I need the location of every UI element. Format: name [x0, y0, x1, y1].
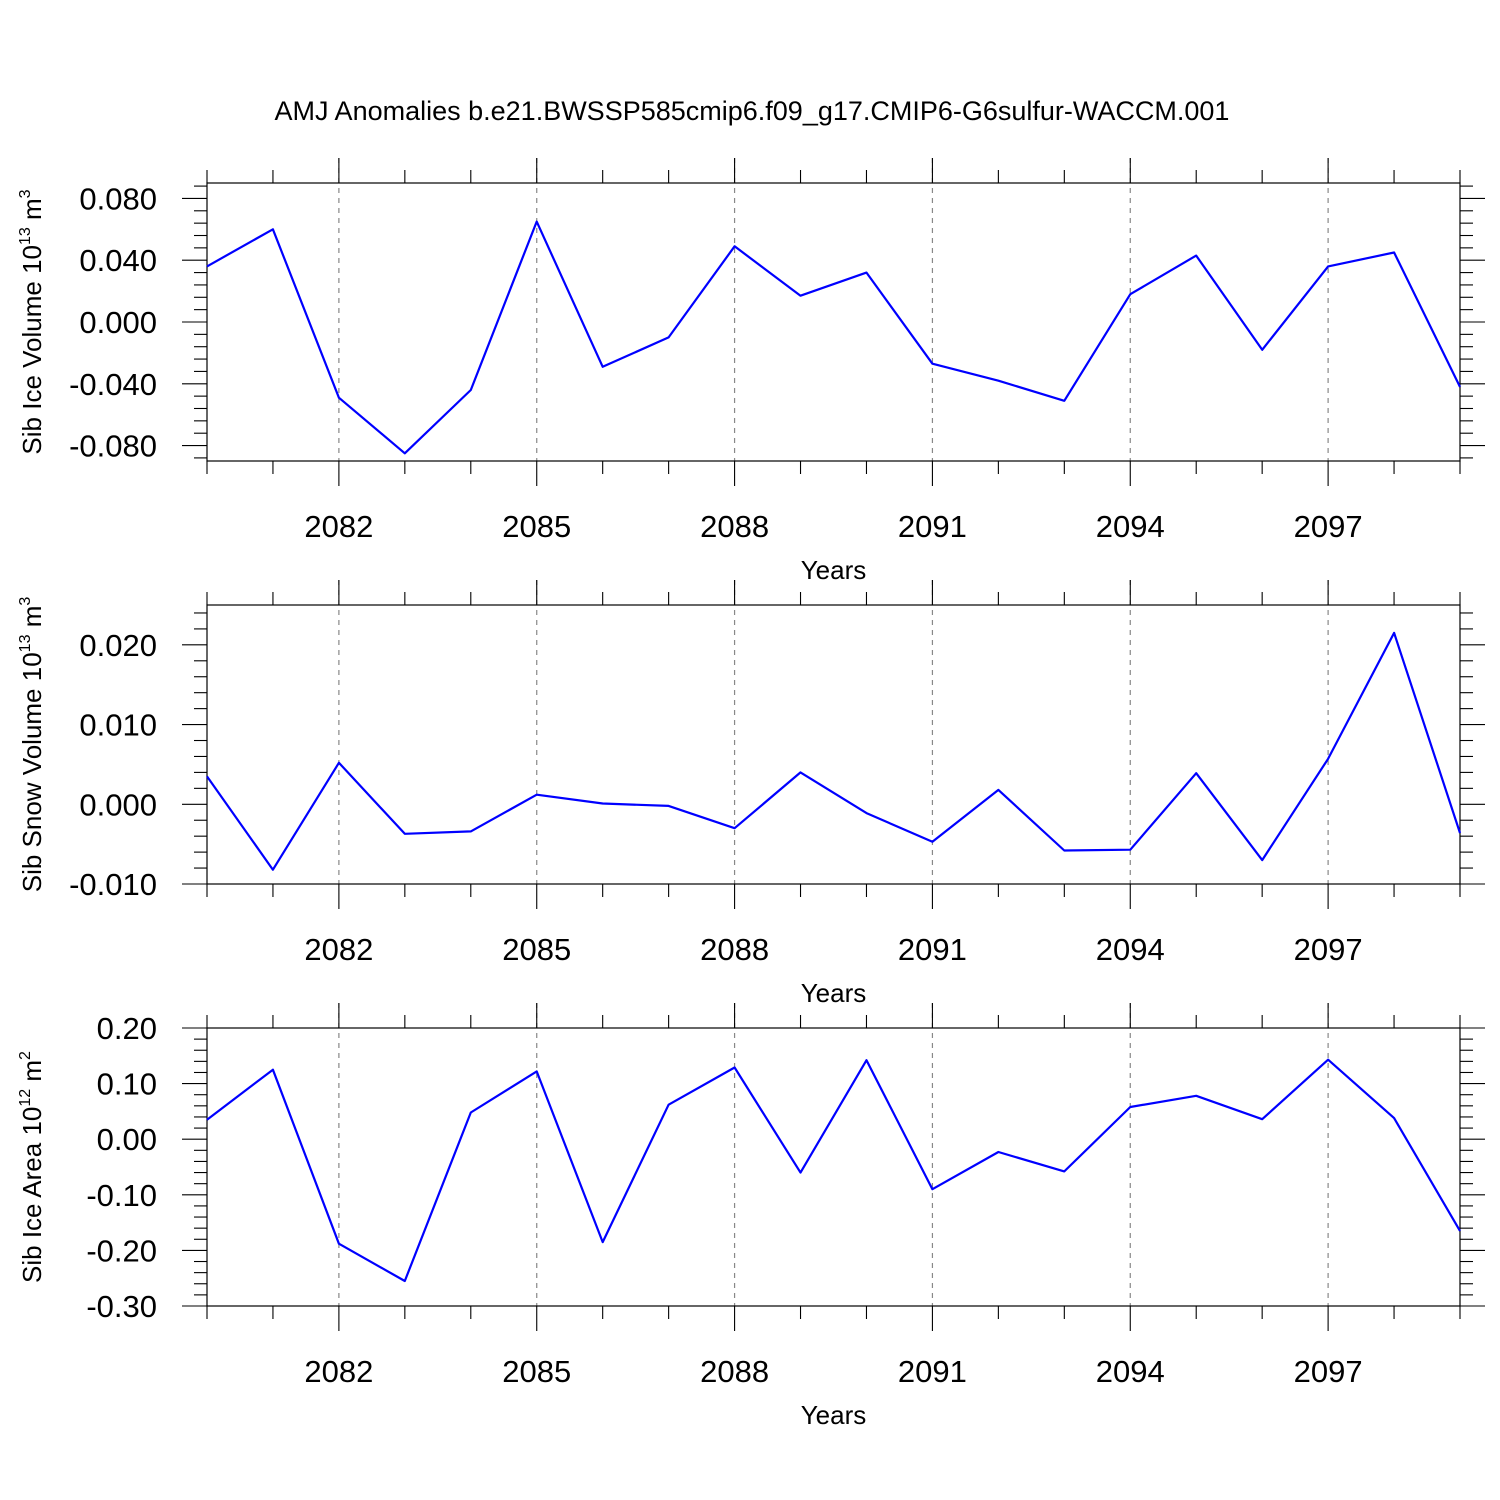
chart-panel-2: 2082 2085 2088 2091 2094 2097 Years 0.020 0.010 0… — [17, 580, 1485, 1008]
y-tick-label-0.20: 0.20 — [97, 1011, 157, 1046]
y-tick-label--0.20: -0.20 — [86, 1233, 157, 1268]
x-tick-label-2094: 2094 — [1096, 1354, 1165, 1389]
series-line — [206, 631, 1462, 871]
x-tick-label-2085: 2085 — [502, 1354, 571, 1389]
y-axis-label: Sib Ice Area 1012 m2 — [17, 1051, 47, 1283]
y-tick-label--0.080: -0.080 — [69, 429, 157, 464]
y-axis-label-unit-exponent: 3 — [17, 189, 34, 198]
chart-panel-3: 2082 2085 2088 2091 2094 2097 Years 0.20 0.10 0.0… — [17, 1003, 1485, 1430]
y-axis-label-exponent: 13 — [17, 227, 34, 245]
x-axis-label: Years — [801, 1400, 867, 1430]
y-tick-label-0.10: 0.10 — [97, 1067, 157, 1102]
y-tick-label--0.30: -0.30 — [86, 1289, 157, 1324]
y-axis-label-unit-exponent: 3 — [17, 597, 34, 606]
x-tick-label-2082: 2082 — [304, 1354, 373, 1389]
y-axis-label-text: Sib Ice Volume 10 — [17, 245, 47, 455]
y-tick-label-0.040: 0.040 — [79, 243, 157, 278]
x-tick-label-2094: 2094 — [1096, 932, 1165, 967]
y-axis-label-unit: m — [17, 606, 47, 635]
y-tick-label-0.000: 0.000 — [79, 305, 157, 340]
x-axis-label: Years — [801, 555, 867, 585]
y-axis-label-text: Sib Snow Volume 10 — [17, 652, 47, 892]
y-axis-label: Sib Ice Volume 1013 m3 — [17, 189, 47, 454]
x-tick-label-2088: 2088 — [700, 1354, 769, 1389]
chart-panel-1: 2082 2085 2088 2091 2094 2097 Years 0.080 0.040 0… — [17, 158, 1485, 585]
y-tick-label-0.010: 0.010 — [79, 708, 157, 743]
y-tick-label-0.00: 0.00 — [97, 1122, 157, 1157]
x-tick-label-2097: 2097 — [1294, 932, 1363, 967]
panels: 2082 2085 2088 2091 2094 2097 Years 0.080 0.040 0… — [17, 158, 1485, 1430]
y-axis-label: Sib Snow Volume 1013 m3 — [17, 597, 47, 893]
x-tick-label-2085: 2085 — [502, 509, 571, 544]
x-tick-label-2082: 2082 — [304, 509, 373, 544]
y-axis-label-text: Sib Ice Area 10 — [17, 1107, 47, 1283]
y-axis-label-exponent: 12 — [17, 1089, 34, 1107]
y-axis-label-unit: m — [17, 198, 47, 227]
y-axis-label-exponent: 13 — [17, 634, 34, 652]
x-tick-label-2097: 2097 — [1294, 1354, 1363, 1389]
y-tick-label-0.080: 0.080 — [79, 181, 157, 216]
x-tick-label-2085: 2085 — [502, 932, 571, 967]
x-tick-label-2082: 2082 — [304, 932, 373, 967]
x-tick-label-2088: 2088 — [700, 932, 769, 967]
series-line — [206, 220, 1461, 455]
x-tick-label-2088: 2088 — [700, 509, 769, 544]
x-tick-label-2091: 2091 — [898, 932, 967, 967]
y-tick-label-0.000: 0.000 — [79, 787, 157, 822]
y-tick-label-0.020: 0.020 — [79, 628, 157, 663]
y-tick-label--0.10: -0.10 — [86, 1178, 157, 1213]
figure-title: AMJ Anomalies b.e21.BWSSP585cmip6.f09_g1… — [275, 96, 1230, 126]
y-axis-label-unit-exponent: 2 — [17, 1051, 34, 1060]
x-tick-label-2091: 2091 — [898, 509, 967, 544]
y-axis-label-unit: m — [17, 1060, 47, 1089]
series-line — [206, 1058, 1461, 1283]
x-tick-label-2097: 2097 — [1294, 509, 1363, 544]
y-tick-label--0.010: -0.010 — [69, 867, 157, 902]
y-tick-label--0.040: -0.040 — [69, 367, 157, 402]
x-axis-label: Years — [801, 978, 867, 1008]
plot-frame — [206, 604, 1461, 885]
x-tick-label-2091: 2091 — [898, 1354, 967, 1389]
plot-frame — [206, 1027, 1461, 1307]
x-tick-label-2094: 2094 — [1096, 509, 1165, 544]
